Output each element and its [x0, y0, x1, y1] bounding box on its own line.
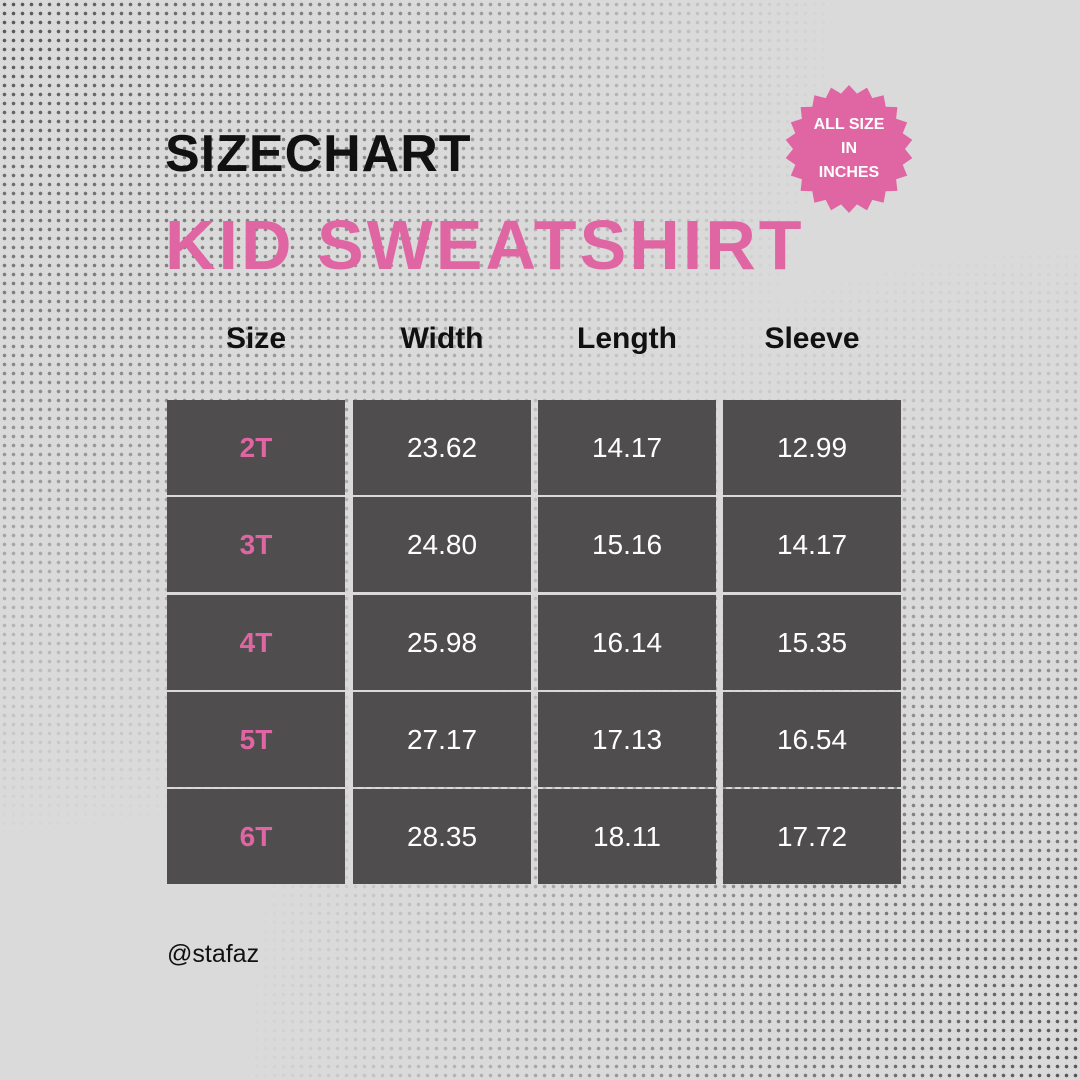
measurement-cell: 14.17	[723, 497, 901, 592]
measurement-cell: 16.54	[723, 692, 901, 787]
measurement-cell: 12.99	[723, 400, 901, 495]
header-size: Size	[225, 322, 287, 355]
size-cell: 2T	[167, 400, 345, 495]
size-cell: 5T	[167, 692, 345, 787]
badge-line: IN	[841, 140, 857, 157]
size-cell: 6T	[167, 789, 345, 884]
measurement-cell: 24.80	[353, 497, 531, 592]
measurement-cell: 28.35	[353, 789, 531, 884]
badge-line: INCHES	[818, 164, 880, 181]
header-sleeve: Sleeve	[764, 322, 860, 355]
header-width: Width	[400, 322, 484, 355]
badge-line: ALL SIZE	[813, 116, 885, 133]
measurement-cell: 17.72	[723, 789, 901, 884]
measurement-cell: 17.13	[538, 692, 716, 787]
page-subtitle: KID SWEATSHIRT	[165, 206, 805, 284]
measurement-cell: 27.17	[353, 692, 531, 787]
measurement-cell: 16.14	[538, 595, 716, 690]
measurement-cell: 23.62	[353, 400, 531, 495]
inches-badge: ALL SIZE IN INCHES	[785, 85, 913, 213]
measurement-cell: 15.35	[723, 595, 901, 690]
starburst-icon	[785, 85, 913, 213]
measurement-cell: 25.98	[353, 595, 531, 690]
size-cell: 4T	[167, 595, 345, 690]
measurement-cell: 15.16	[538, 497, 716, 592]
page-title: SIZECHART	[165, 125, 472, 183]
author-handle: @stafaz	[167, 940, 260, 968]
size-cell: 3T	[167, 497, 345, 592]
measurement-cell: 18.11	[538, 789, 716, 884]
header-length: Length	[577, 322, 677, 355]
measurement-cell: 14.17	[538, 400, 716, 495]
